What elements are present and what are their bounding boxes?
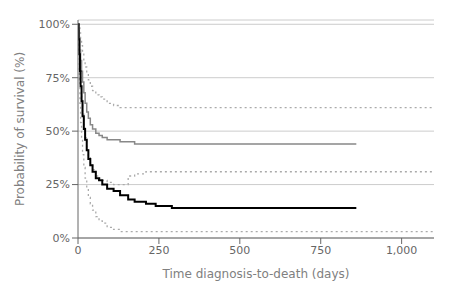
svg-text:1,000: 1,000: [386, 244, 418, 257]
svg-text:100%: 100%: [39, 18, 70, 31]
svg-text:750: 750: [310, 244, 331, 257]
svg-text:0%: 0%: [53, 232, 70, 245]
svg-text:Time diagnosis-to-death (days): Time diagnosis-to-death (days): [162, 267, 350, 281]
svg-text:50%: 50%: [46, 125, 70, 138]
svg-text:25%: 25%: [46, 178, 70, 191]
svg-text:Probability of survival (%): Probability of survival (%): [13, 52, 27, 206]
svg-text:500: 500: [229, 244, 250, 257]
svg-text:0: 0: [75, 244, 82, 257]
svg-text:250: 250: [148, 244, 169, 257]
svg-text:75%: 75%: [46, 72, 70, 85]
